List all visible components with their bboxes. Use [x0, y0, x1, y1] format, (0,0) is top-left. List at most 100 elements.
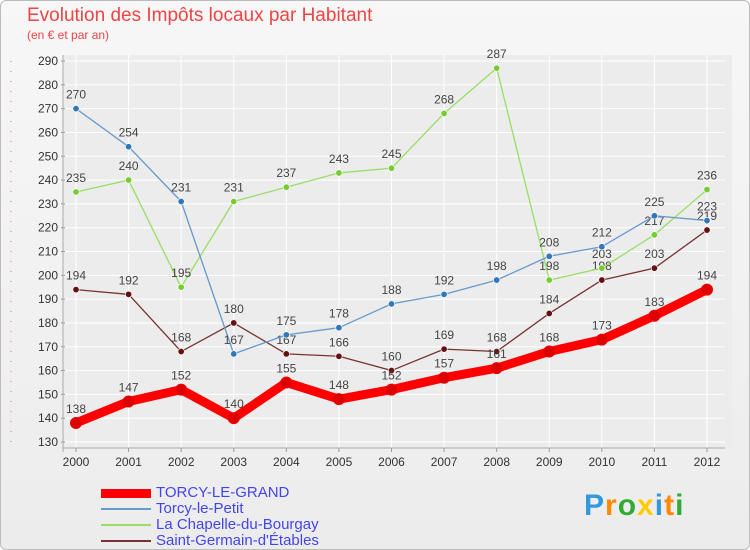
data-point	[545, 276, 553, 284]
data-point	[332, 393, 345, 406]
data-label: 235	[66, 171, 86, 185]
legend-swatch	[101, 540, 151, 542]
data-point	[125, 290, 133, 298]
data-point	[335, 352, 343, 360]
data-point	[650, 212, 658, 220]
x-tick-label: 2011	[642, 455, 668, 469]
data-point	[438, 371, 451, 384]
brand-letter: t	[664, 489, 676, 522]
data-point	[335, 169, 343, 177]
brand-letter: i	[654, 489, 665, 522]
data-label: 245	[381, 147, 401, 161]
data-label: 160	[381, 350, 401, 364]
x-tick-label: 2007	[431, 455, 458, 469]
data-point	[598, 243, 606, 251]
data-point	[280, 376, 293, 389]
data-label: 161	[487, 347, 507, 361]
data-label: 231	[224, 180, 244, 194]
data-label: 168	[539, 331, 559, 345]
data-label: 152	[171, 369, 191, 383]
data-point	[440, 290, 448, 298]
data-point	[177, 283, 185, 291]
data-label: 198	[487, 259, 507, 273]
y-tick-label: 270	[38, 102, 58, 116]
data-label: 140	[224, 397, 244, 411]
x-tick-label: 2006	[378, 455, 405, 469]
data-point	[440, 109, 448, 117]
data-label: 254	[119, 126, 139, 140]
brand-logo: Proxiti	[584, 489, 684, 523]
data-point	[703, 217, 711, 225]
data-label: 194	[697, 269, 717, 283]
data-label: 212	[592, 226, 612, 240]
data-point	[701, 283, 713, 296]
x-tick-label: 2003	[220, 455, 247, 469]
data-label: 169	[434, 328, 454, 342]
chart-title: Evolution des Impôts locaux par Habitant	[27, 5, 373, 26]
series-la-chapelle-du-bourgay: 235 240 195 231 237 243 245 268 287 198 203 217 236	[66, 47, 717, 291]
y-tick-label: 200	[38, 268, 58, 282]
data-label: 231	[171, 180, 191, 194]
data-label: 195	[171, 266, 191, 280]
data-label: 157	[434, 357, 454, 371]
legend-label: Torcy-le-Petit	[156, 500, 244, 517]
data-point	[122, 395, 135, 408]
data-point	[387, 300, 395, 308]
data-label: 152	[381, 369, 401, 383]
y-tick-label: 250	[38, 149, 58, 163]
data-point	[227, 412, 240, 425]
x-tick-label: 2002	[168, 455, 195, 469]
data-point	[648, 309, 661, 322]
data-point	[493, 64, 501, 72]
data-label: 155	[276, 361, 296, 375]
data-point	[70, 416, 82, 429]
data-label: 243	[329, 152, 349, 166]
brand-letter: i	[675, 489, 685, 522]
data-point	[125, 143, 133, 151]
data-label: 192	[434, 273, 454, 287]
y-tick-label: 210	[38, 245, 58, 259]
data-point	[703, 186, 711, 194]
y-tick-label: 170	[38, 340, 58, 354]
data-point	[493, 276, 501, 284]
data-label: 138	[66, 402, 86, 416]
data-label: 217	[644, 214, 664, 228]
data-label: 167	[224, 333, 244, 347]
series-torcy-le-grand: 138 147 152 140 155 148 152 157 161 168 173 183 194	[66, 269, 717, 429]
data-label: 147	[119, 381, 139, 395]
x-tick-label: 2012	[694, 455, 721, 469]
y-tick-label: 280	[38, 78, 58, 92]
data-point	[230, 319, 238, 327]
data-point	[335, 324, 343, 332]
data-label: 237	[276, 166, 296, 180]
legend-label: TORCY-LE-GRAND	[156, 484, 290, 501]
legend-swatch	[101, 508, 151, 510]
data-label: 192	[119, 273, 139, 287]
y-tick-label: 260	[38, 125, 58, 139]
data-label: 188	[381, 283, 401, 297]
data-point	[282, 183, 290, 191]
data-point	[282, 350, 290, 358]
data-point	[387, 164, 395, 172]
data-point	[72, 286, 80, 294]
brand-letter: r	[605, 489, 618, 522]
data-label: 183	[644, 295, 664, 309]
data-point	[650, 231, 658, 239]
data-point	[282, 331, 290, 339]
legend-swatch	[101, 524, 151, 526]
data-label: 173	[592, 319, 612, 333]
y-tick-label: 160	[38, 364, 58, 378]
data-label: 223	[697, 200, 717, 214]
data-point	[72, 105, 80, 113]
chart-subtitle: (en € et par an)	[27, 28, 110, 42]
data-point	[72, 188, 80, 196]
data-point	[595, 333, 608, 346]
x-tick-label: 2008	[483, 455, 510, 469]
brand-letter: x	[637, 489, 655, 522]
y-tick-label: 240	[38, 173, 58, 187]
x-tick-label: 2004	[273, 455, 300, 469]
data-point	[598, 276, 606, 284]
y-tick-label: 130	[38, 435, 58, 449]
